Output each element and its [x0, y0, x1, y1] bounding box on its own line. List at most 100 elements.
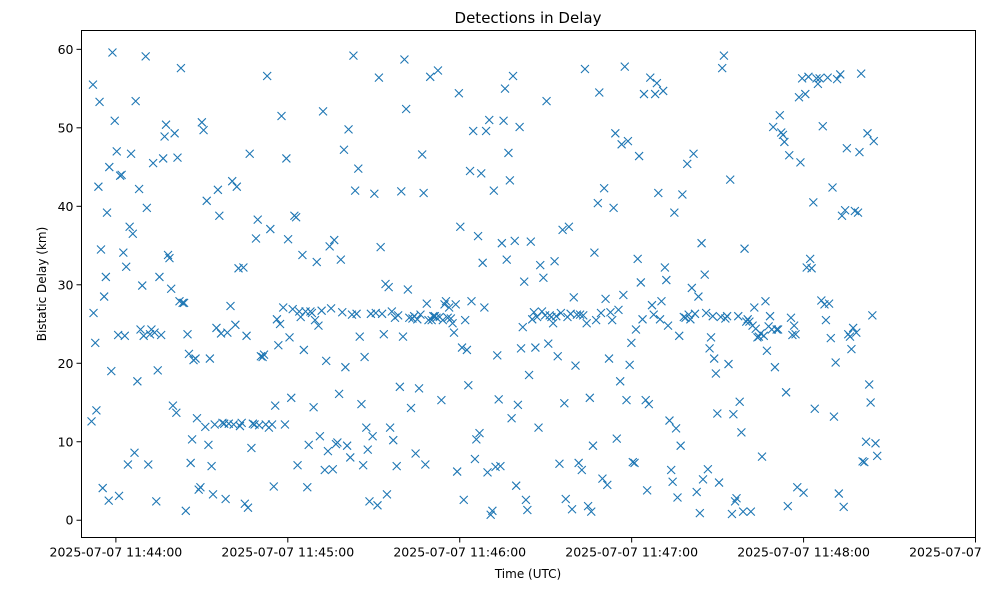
data-point-marker	[232, 182, 242, 192]
data-point-marker	[307, 308, 317, 318]
data-point-marker	[842, 143, 852, 153]
data-point-marker	[382, 489, 392, 499]
data-point-marker	[761, 296, 770, 306]
data-point-marker	[481, 126, 491, 136]
data-point-marker	[181, 506, 191, 516]
data-point-marker	[441, 296, 451, 306]
data-point-marker	[609, 203, 618, 213]
data-point-marker	[213, 185, 223, 195]
data-point-marker	[788, 330, 797, 340]
data-point-marker	[574, 458, 584, 468]
data-point-marker	[204, 440, 213, 450]
y-axis-label: Bistatic Delay (km)	[35, 227, 49, 342]
data-point-marker	[365, 497, 374, 506]
data-point-marker	[583, 501, 593, 511]
data-point-marker	[832, 74, 842, 84]
data-point-marker	[660, 263, 670, 272]
data-point-marker	[112, 146, 122, 156]
data-point-marker	[422, 299, 432, 309]
data-point-marker	[355, 332, 365, 341]
data-point-marker	[856, 69, 866, 79]
data-point-marker	[669, 208, 679, 217]
data-point-marker	[647, 300, 657, 310]
y-tick-label: 10	[58, 434, 74, 449]
data-point-marker	[312, 257, 322, 267]
data-point-marker	[615, 376, 625, 386]
data-point-marker	[273, 340, 283, 350]
data-point-marker	[550, 256, 559, 266]
data-point-marker	[652, 78, 662, 88]
data-point-marker	[462, 345, 472, 355]
data-point-marker	[499, 116, 508, 126]
data-point-marker	[638, 314, 647, 324]
data-point-marker	[508, 71, 518, 81]
data-point-marker	[558, 225, 567, 235]
x-tick-label: 2025-07-07 11:47:00	[565, 545, 698, 560]
data-point-marker	[449, 328, 459, 338]
data-point-marker	[679, 312, 689, 322]
data-point-marker	[272, 314, 282, 324]
data-point-marker	[214, 211, 224, 221]
data-point-marker	[733, 311, 743, 321]
data-point-marker	[738, 507, 748, 516]
data-point-marker	[714, 478, 724, 487]
data-point-marker	[141, 52, 151, 61]
data-point-marker	[132, 376, 142, 386]
data-point-marker	[725, 175, 735, 185]
data-point-marker	[834, 489, 844, 498]
data-point-marker	[783, 501, 793, 511]
data-point-marker	[98, 483, 108, 493]
data-point-marker	[772, 325, 782, 334]
data-point-marker	[332, 438, 342, 447]
data-point-marker	[855, 147, 864, 157]
data-point-marker	[575, 310, 585, 319]
data-point-marker	[794, 92, 804, 102]
data-point-marker	[388, 435, 398, 445]
data-point-marker	[559, 398, 569, 408]
data-point-marker	[690, 309, 700, 319]
data-point-marker	[527, 314, 537, 324]
data-point-marker	[749, 303, 759, 312]
data-point-marker	[636, 278, 646, 287]
data-point-marker	[805, 254, 815, 264]
data-point-marker	[507, 413, 516, 423]
data-point-marker	[553, 351, 563, 361]
data-point-marker	[663, 321, 673, 330]
data-point-marker	[299, 345, 309, 355]
data-point-marker	[837, 211, 847, 221]
data-point-marker	[475, 428, 484, 438]
data-point-marker	[424, 315, 433, 325]
data-point-marker	[262, 71, 272, 81]
data-point-marker	[160, 132, 169, 141]
data-point-marker	[451, 300, 461, 309]
data-point-marker	[810, 404, 820, 414]
data-point-marker	[448, 318, 457, 328]
data-point-marker	[773, 325, 783, 334]
data-point-marker	[518, 322, 528, 332]
data-point-marker	[551, 311, 561, 321]
data-point-marker	[92, 405, 101, 415]
x-tick-label: 2025-07-07 11:48:00	[737, 545, 870, 560]
data-point-marker	[328, 464, 338, 474]
data-point-marker	[840, 205, 850, 215]
data-point-marker	[535, 260, 545, 270]
data-point-marker	[818, 121, 828, 131]
data-point-marker	[117, 170, 127, 180]
data-point-marker	[534, 423, 543, 433]
data-point-marker	[722, 311, 732, 321]
data-point-marker	[728, 409, 738, 419]
data-point-marker	[344, 125, 353, 134]
data-point-marker	[732, 493, 741, 503]
data-point-marker	[735, 397, 745, 407]
chart-title: Detections in Delay	[455, 9, 602, 27]
data-point-marker	[606, 307, 615, 317]
data-point-marker	[341, 362, 350, 372]
data-point-marker	[457, 343, 467, 352]
data-point-marker	[530, 343, 540, 352]
data-point-marker	[515, 122, 525, 132]
y-tick-label: 50	[58, 120, 74, 135]
data-point-marker	[186, 458, 196, 468]
data-point-marker	[207, 461, 216, 471]
data-point-marker	[617, 139, 627, 149]
data-point-marker	[650, 89, 660, 99]
